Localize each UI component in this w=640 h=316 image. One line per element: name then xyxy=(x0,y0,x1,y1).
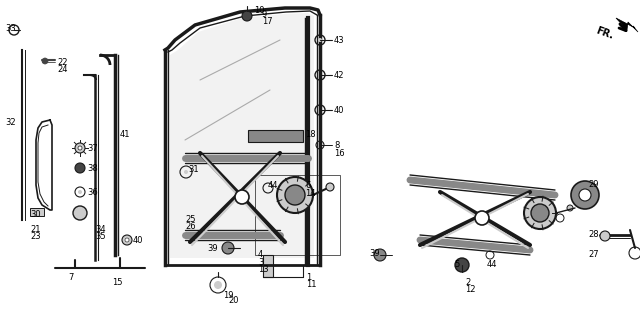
Text: 10: 10 xyxy=(254,6,264,15)
Circle shape xyxy=(184,170,188,174)
Circle shape xyxy=(326,183,334,191)
Text: 36: 36 xyxy=(87,188,98,197)
Circle shape xyxy=(242,11,252,21)
Text: 15: 15 xyxy=(112,278,122,287)
Bar xyxy=(248,130,303,142)
Text: 6: 6 xyxy=(305,181,310,190)
Text: 30: 30 xyxy=(30,210,40,219)
Text: 27: 27 xyxy=(588,250,598,259)
Circle shape xyxy=(455,258,469,272)
Bar xyxy=(255,175,340,255)
Circle shape xyxy=(531,204,549,222)
Circle shape xyxy=(600,231,610,241)
Text: 1: 1 xyxy=(306,273,311,282)
Text: 35: 35 xyxy=(95,232,106,241)
Text: 9: 9 xyxy=(262,10,268,19)
Text: 32: 32 xyxy=(5,118,15,127)
Text: 12: 12 xyxy=(465,285,476,294)
Circle shape xyxy=(567,205,573,211)
Text: 43: 43 xyxy=(334,36,344,45)
Text: 44: 44 xyxy=(487,260,497,269)
Bar xyxy=(30,208,44,216)
Text: 3: 3 xyxy=(258,258,264,267)
Text: 23: 23 xyxy=(30,232,40,241)
Circle shape xyxy=(318,38,322,42)
Text: 34: 34 xyxy=(95,225,106,234)
Text: 19: 19 xyxy=(223,291,234,300)
Circle shape xyxy=(579,189,591,201)
Text: 25: 25 xyxy=(185,215,195,224)
Circle shape xyxy=(75,143,85,153)
Circle shape xyxy=(78,146,82,150)
Text: 38: 38 xyxy=(87,164,98,173)
Text: 39: 39 xyxy=(207,244,218,253)
Circle shape xyxy=(374,249,386,261)
Text: 44: 44 xyxy=(268,181,278,190)
Text: 29: 29 xyxy=(588,180,598,189)
Text: 22: 22 xyxy=(57,58,67,67)
Circle shape xyxy=(235,190,249,204)
Text: 39: 39 xyxy=(369,249,380,258)
Circle shape xyxy=(285,185,305,205)
Circle shape xyxy=(475,211,489,225)
Circle shape xyxy=(277,177,313,213)
Text: 40: 40 xyxy=(334,106,344,115)
Text: FR.: FR. xyxy=(594,25,614,40)
Text: 2: 2 xyxy=(465,278,470,287)
Text: 26: 26 xyxy=(185,222,196,231)
Circle shape xyxy=(42,58,48,64)
Circle shape xyxy=(78,190,82,194)
Text: 40: 40 xyxy=(133,236,143,245)
Circle shape xyxy=(222,242,234,254)
Text: 21: 21 xyxy=(30,225,40,234)
Circle shape xyxy=(571,181,599,209)
Circle shape xyxy=(122,235,132,245)
Circle shape xyxy=(125,238,129,242)
Text: 41: 41 xyxy=(120,130,131,139)
Text: 16: 16 xyxy=(334,149,344,158)
Bar xyxy=(263,255,273,277)
Circle shape xyxy=(214,281,222,289)
Circle shape xyxy=(524,197,556,229)
Text: 13: 13 xyxy=(258,265,269,274)
Text: 4: 4 xyxy=(258,250,263,259)
Text: 7: 7 xyxy=(68,273,74,282)
Polygon shape xyxy=(616,18,638,32)
Circle shape xyxy=(73,206,87,220)
Text: 18: 18 xyxy=(305,130,316,139)
Text: 42: 42 xyxy=(334,71,344,80)
Text: 11: 11 xyxy=(306,280,317,289)
Text: 8: 8 xyxy=(334,141,339,150)
Text: 28: 28 xyxy=(588,230,598,239)
Polygon shape xyxy=(170,13,314,258)
Text: 33: 33 xyxy=(5,24,16,33)
Circle shape xyxy=(75,163,85,173)
Text: 31: 31 xyxy=(188,165,198,174)
Text: 14: 14 xyxy=(305,189,316,198)
Text: 24: 24 xyxy=(57,65,67,74)
Text: 20: 20 xyxy=(228,296,239,305)
Text: 37: 37 xyxy=(87,144,98,153)
Text: 17: 17 xyxy=(262,17,273,26)
Text: 5: 5 xyxy=(455,260,460,269)
